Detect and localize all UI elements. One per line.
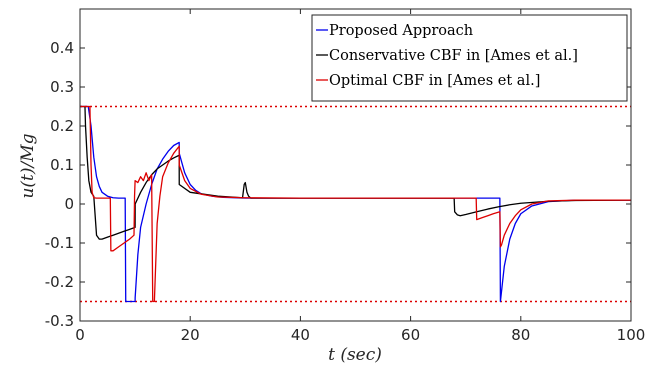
x-tick-label: 100 [617,326,646,344]
series-line-2 [80,105,631,240]
x-axis-ticks: 0 20 40 60 80 100 [75,9,645,344]
series-lines [80,105,631,303]
y-axis-label: u(t)/Mg [18,133,38,198]
legend-label-3: Optimal CBF in [Ames et al.] [329,73,540,89]
y-tick-label: -0.3 [45,312,74,330]
y-tick-label: 0 [64,195,74,213]
x-tick-label: 0 [75,326,85,344]
y-tick-label: 0.4 [50,39,74,57]
y-tick-label: 0.2 [50,117,74,135]
x-tick-label: 60 [401,326,420,344]
x-tick-label: 80 [511,326,530,344]
y-tick-label: -0.2 [45,273,74,291]
y-tick-label: -0.1 [45,234,74,252]
x-tick-label: 20 [181,326,200,344]
legend-label-2: Conservative CBF in [Ames et al.] [329,48,578,64]
x-axis-label: t (sec) [328,345,382,365]
legend: Proposed Approach Conservative CBF in [Am… [311,14,628,102]
legend-box [311,14,628,102]
y-tick-label: 0.1 [50,156,74,174]
y-tick-label: 0.3 [50,78,74,96]
bound-lines [80,105,631,303]
series-line-1 [80,105,631,303]
y-axis-ticks: -0.3 -0.2 -0.1 0 0.1 0.2 0.3 0.4 [45,39,631,330]
x-tick-label: 40 [291,326,310,344]
series-line-3 [80,105,631,303]
legend-label-1: Proposed Approach [329,23,473,39]
